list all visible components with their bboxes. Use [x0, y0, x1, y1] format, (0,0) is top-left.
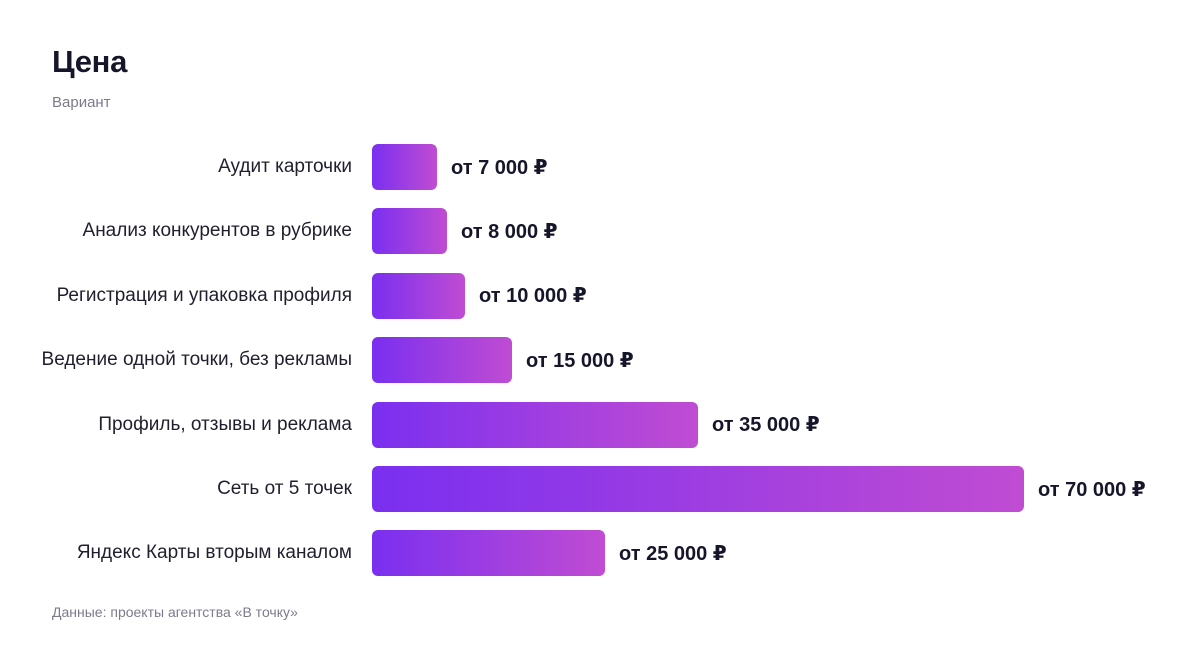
- value-label: от 15 000 ₽: [526, 349, 634, 372]
- bar: [372, 208, 447, 255]
- category-label: Яндекс Карты вторым каналом: [76, 542, 352, 564]
- bar-row: Аудит карточки от 7 000 ₽: [0, 144, 1200, 190]
- bar-row: Профиль, отзывы и реклама от 35 000 ₽: [0, 401, 1200, 448]
- category-label: Сеть от 5 точек: [217, 478, 352, 499]
- bar: [372, 337, 512, 384]
- bar: [372, 466, 1024, 512]
- category-label: Профиль, отзывы и реклама: [98, 413, 352, 435]
- bar-row: Яндекс Карты вторым каналом от 25 000 ₽: [0, 530, 1200, 577]
- bar: [372, 144, 437, 190]
- data-source-note: Данные: проекты агентства «В точку»: [52, 604, 298, 620]
- bar-row: Регистрация и упаковка профиля от 10 000 …: [0, 272, 1200, 319]
- bar: [372, 272, 465, 319]
- bar-row: Сеть от 5 точек от 70 000 ₽: [0, 466, 1200, 512]
- chart-subtitle: Вариант: [52, 94, 111, 111]
- bar: [372, 530, 605, 577]
- category-label: Анализ конкурентов в рубрике: [82, 220, 352, 242]
- bar: [372, 401, 698, 448]
- bar-row: Ведение одной точки, без рекламы от 15 00…: [0, 337, 1200, 384]
- value-label: от 25 000 ₽: [619, 542, 727, 565]
- value-label: от 8 000 ₽: [461, 220, 558, 243]
- value-label: от 70 000 ₽: [1038, 478, 1146, 501]
- value-label: от 35 000 ₽: [712, 414, 820, 437]
- bar-row: Анализ конкурентов в рубрике от 8 000 ₽: [0, 208, 1200, 255]
- value-label: от 10 000 ₽: [479, 285, 587, 308]
- value-label: от 7 000 ₽: [451, 156, 548, 179]
- chart-title: Цена: [52, 44, 128, 79]
- category-label: Ведение одной точки, без рекламы: [41, 349, 352, 371]
- category-label: Регистрация и упаковка профиля: [56, 284, 352, 306]
- category-label: Аудит карточки: [218, 156, 352, 177]
